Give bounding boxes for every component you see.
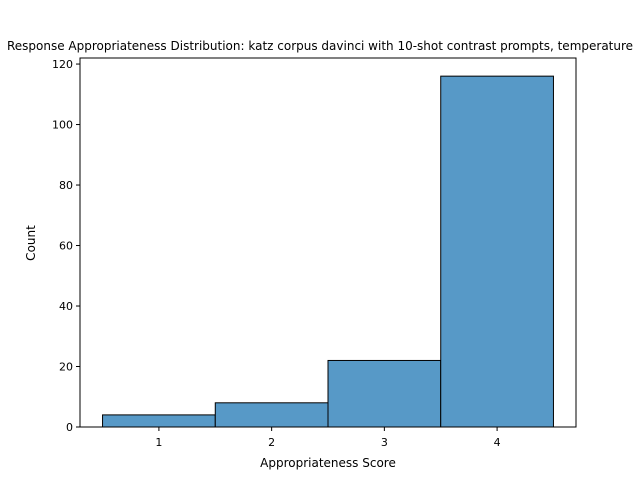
x-tick-label: 1 (155, 436, 162, 449)
plot-frame (79, 57, 577, 428)
y-tick-label: 80 (59, 179, 73, 192)
bar-score-3 (327, 359, 442, 428)
y-tick-label: 120 (52, 58, 73, 71)
y-tick-label: 100 (52, 119, 73, 132)
x-axis-ticks: 1 2 3 4 (155, 427, 501, 449)
y-axis-ticks: 0 20 40 60 80 100 120 (52, 58, 80, 434)
bar-score-1 (102, 414, 216, 428)
y-tick-label: 40 (59, 300, 73, 313)
x-tick-label: 3 (381, 436, 388, 449)
y-axis-label: Count (24, 225, 38, 261)
y-tick-label: 0 (66, 421, 73, 434)
bar-score-2 (214, 402, 329, 428)
x-tick-label: 2 (268, 436, 275, 449)
bars-group (102, 75, 554, 428)
y-tick-label: 60 (59, 240, 73, 253)
chart-title: Response Appropriateness Distribution: k… (7, 39, 633, 53)
x-tick-label: 4 (494, 436, 501, 449)
x-axis-label: Appropriateness Score (260, 456, 396, 470)
bar-score-4 (440, 75, 554, 428)
y-tick-label: 20 (59, 361, 73, 374)
